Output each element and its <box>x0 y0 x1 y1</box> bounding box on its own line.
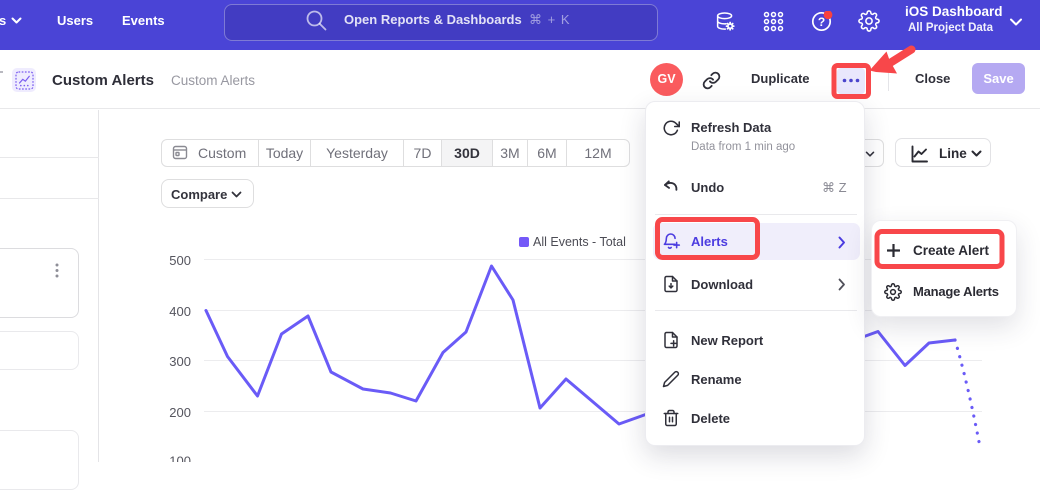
svg-text:400: 400 <box>169 304 191 319</box>
svg-text:500: 500 <box>169 253 191 268</box>
svg-text:300: 300 <box>169 354 191 369</box>
svg-text:200: 200 <box>169 405 191 420</box>
svg-text:?: ? <box>818 15 825 29</box>
svg-text:100: 100 <box>169 454 191 463</box>
